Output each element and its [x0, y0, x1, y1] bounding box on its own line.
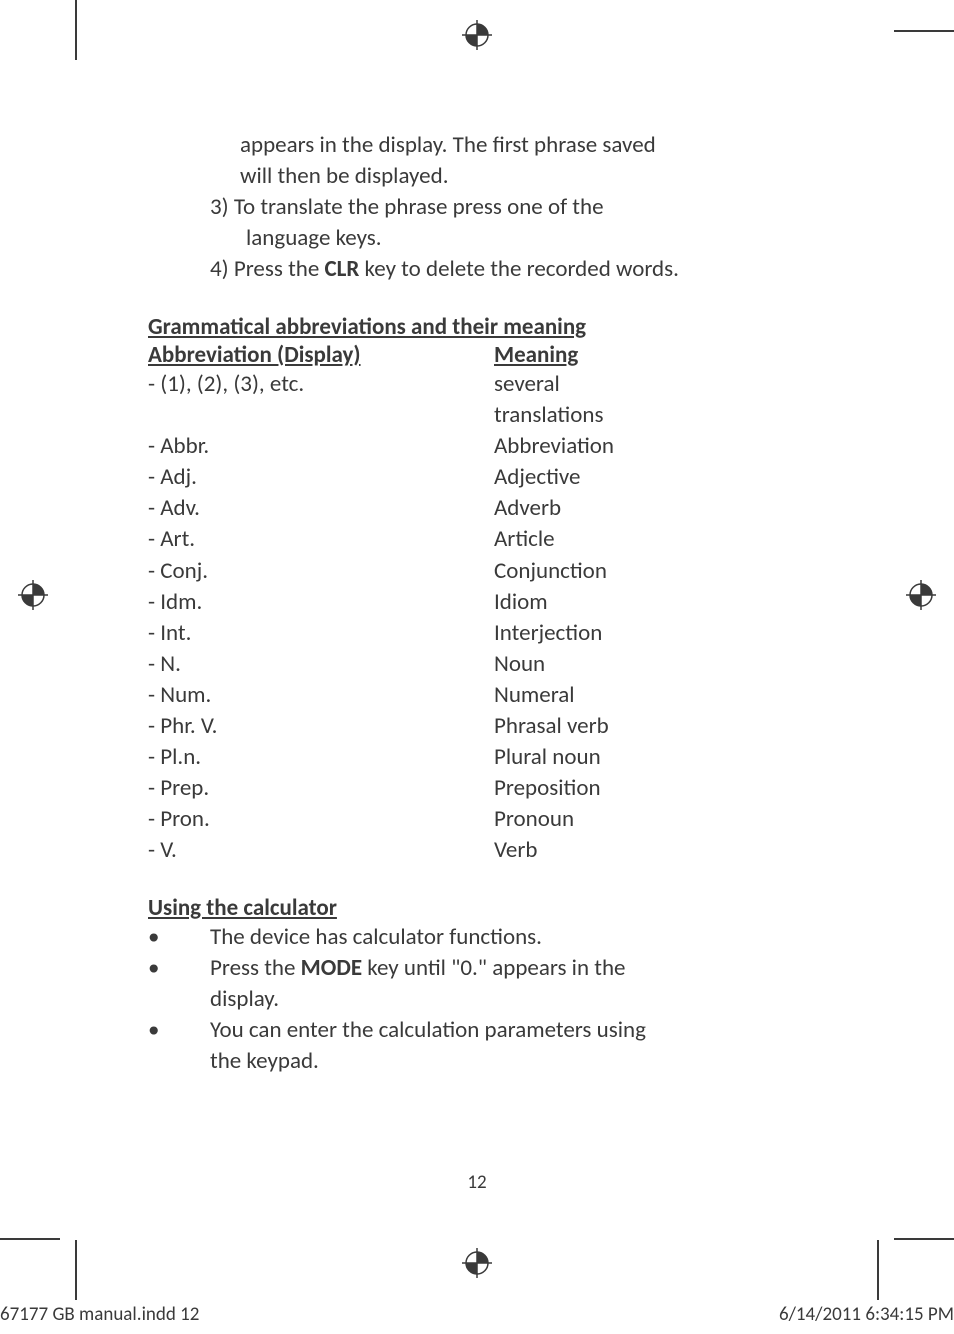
abbr-cell: - N. [148, 649, 494, 680]
table-row: - Idm.Idiom [148, 587, 828, 618]
page-content: appears in the display. The first phrase… [148, 130, 828, 1077]
crop-mark [0, 1238, 60, 1240]
meaning-cell: Pronoun [494, 804, 828, 835]
abbr-cell: - Abbr. [148, 431, 494, 462]
table-row: - Pl.n.Plural noun [148, 742, 828, 773]
abbr-cell [148, 400, 494, 431]
step-3-line: 3) To translate the phrase press one of … [148, 192, 828, 223]
step-4-prefix: 4) Press the [210, 255, 325, 283]
abbr-cell: - Int. [148, 618, 494, 649]
registration-mark-icon [462, 1248, 492, 1278]
abbr-cell: - Phr. V. [148, 711, 494, 742]
bullet-dot-icon: • [148, 922, 210, 953]
bullet-cont: the keypad. [148, 1046, 828, 1077]
meaning-cell: Preposition [494, 773, 828, 804]
header-abbreviation: Abbreviation (Display) [148, 341, 494, 369]
meaning-cell: Conjunction [494, 556, 828, 587]
crop-mark [894, 1238, 954, 1240]
table-row: - Abbr.Abbreviation [148, 431, 828, 462]
bullet-text: The device has calculator functions. [210, 922, 828, 953]
registration-mark-icon [906, 580, 936, 610]
bullet-text: Press the MODE key until "0." appears in… [210, 953, 828, 984]
meaning-cell: Abbreviation [494, 431, 828, 462]
registration-mark-icon [18, 580, 48, 610]
table-row: - Conj.Conjunction [148, 556, 828, 587]
abbr-cell: - Num. [148, 680, 494, 711]
calculator-title: Using the calculator [148, 894, 828, 922]
header-meaning: Meaning [494, 341, 828, 369]
table-row: - Adj.Adjective [148, 462, 828, 493]
bullet2-prefix: Press the [210, 954, 301, 982]
meaning-cell: Article [494, 524, 828, 555]
bullet-cont: display. [148, 984, 828, 1015]
step-4-suffix: key to delete the recorded words. [359, 255, 679, 283]
bullet-item: • You can enter the calculation paramete… [148, 1015, 828, 1046]
meaning-cell: several [494, 369, 828, 400]
meaning-cell: Interjection [494, 618, 828, 649]
meaning-cell: Phrasal verb [494, 711, 828, 742]
abbr-cell: - Idm. [148, 587, 494, 618]
abbr-cell: - Adj. [148, 462, 494, 493]
abbr-cell: - Conj. [148, 556, 494, 587]
meaning-cell: Adjective [494, 462, 828, 493]
page-number: 12 [0, 1171, 954, 1194]
abbr-cell: - Prep. [148, 773, 494, 804]
bullet2-suffix: key until "0." appears in the [362, 954, 625, 982]
meaning-cell: Verb [494, 835, 828, 866]
table-body: - (1), (2), (3), etc.severaltranslations… [148, 369, 828, 866]
footer-filename: 67177 GB manual.indd 12 [0, 1303, 199, 1326]
bullet-dot-icon: • [148, 1015, 210, 1046]
abbreviation-table: Abbreviation (Display) Meaning - (1), (2… [148, 341, 828, 866]
meaning-cell: Noun [494, 649, 828, 680]
table-row: - Prep.Preposition [148, 773, 828, 804]
table-row: translations [148, 400, 828, 431]
table-row: - Pron.Pronoun [148, 804, 828, 835]
step-4-line: 4) Press the CLR key to delete the recor… [148, 254, 828, 285]
table-row: - Adv.Adverb [148, 493, 828, 524]
abbr-cell: - V. [148, 835, 494, 866]
meaning-cell: Numeral [494, 680, 828, 711]
crop-mark [75, 1240, 77, 1300]
intro-line: will then be displayed. [148, 161, 828, 192]
abbr-cell: - Pron. [148, 804, 494, 835]
intro-line: appears in the display. The first phrase… [148, 130, 828, 161]
step-4-bold: CLR [325, 255, 360, 283]
footer-timestamp: 6/14/2011 6:34:15 PM [779, 1303, 954, 1326]
crop-mark [877, 1240, 879, 1300]
table-row: - Int.Interjection [148, 618, 828, 649]
abbr-cell: - Art. [148, 524, 494, 555]
meaning-cell: Plural noun [494, 742, 828, 773]
registration-mark-icon [462, 20, 492, 50]
table-row: - V.Verb [148, 835, 828, 866]
table-header: Abbreviation (Display) Meaning [148, 341, 828, 369]
crop-mark [894, 30, 954, 32]
crop-mark [75, 0, 77, 60]
table-row: - Art.Article [148, 524, 828, 555]
step-3-cont: language keys. [148, 223, 828, 254]
table-row: - Num.Numeral [148, 680, 828, 711]
table-row: - N.Noun [148, 649, 828, 680]
bullet-item: • The device has calculator functions. [148, 922, 828, 953]
abbr-cell: - (1), (2), (3), etc. [148, 369, 494, 400]
table-row: - (1), (2), (3), etc.several [148, 369, 828, 400]
bullet-text: You can enter the calculation parameters… [210, 1015, 828, 1046]
table-row: - Phr. V.Phrasal verb [148, 711, 828, 742]
bullet-dot-icon: • [148, 953, 210, 984]
bullet2-bold: MODE [301, 954, 362, 982]
abbr-cell: - Pl.n. [148, 742, 494, 773]
meaning-cell: Idiom [494, 587, 828, 618]
abbr-cell: - Adv. [148, 493, 494, 524]
meaning-cell: translations [494, 400, 828, 431]
meaning-cell: Adverb [494, 493, 828, 524]
section-title: Grammatical abbreviations and their mean… [148, 313, 828, 341]
bullet-item: • Press the MODE key until "0." appears … [148, 953, 828, 984]
